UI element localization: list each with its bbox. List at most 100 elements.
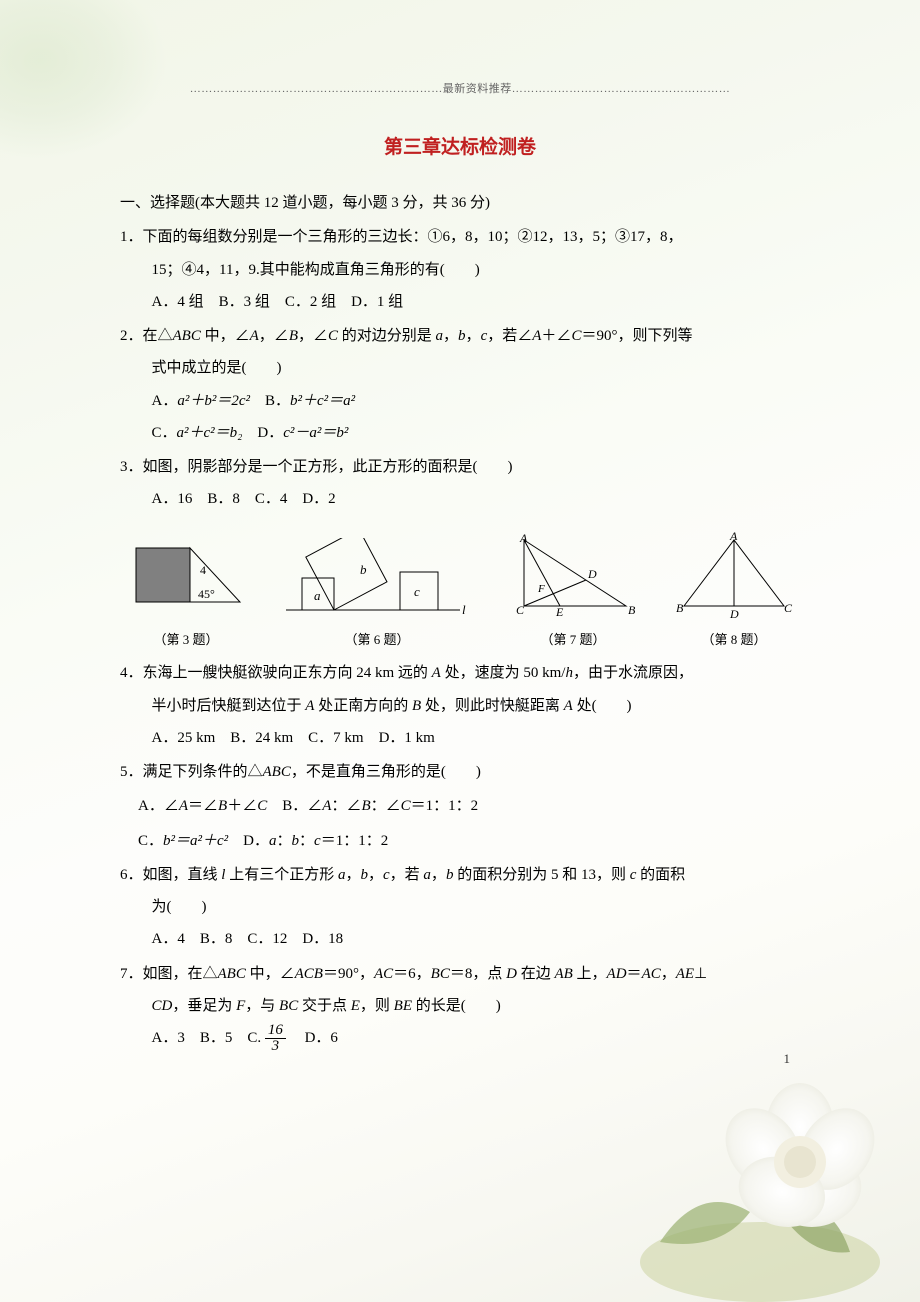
q2-t8: ，若∠	[487, 328, 532, 344]
figure-7: A B C D E F （第 7 题）	[508, 532, 638, 654]
q2-optB-pre: B．	[250, 393, 290, 409]
fig8-label-D: D	[729, 607, 739, 620]
q5A-3: ＋∠	[227, 798, 257, 814]
q2-optC-eq: a²＋c²＝b₂	[177, 425, 243, 441]
fig6-label-b: b	[360, 562, 367, 577]
fig8-label-A: A	[729, 532, 738, 543]
question-7-options: A．3 B．5 C. 16 3 D．6	[120, 1022, 800, 1055]
q6-t8: 的面积	[636, 867, 685, 883]
q5A-B: B	[218, 798, 227, 814]
q4-t1: 4．东海上一艘快艇欲驶向正东方向 24 km 远的	[120, 665, 432, 681]
q5B-3: ：∠	[371, 798, 401, 814]
q2-optA-eq: a²＋b²＝2c²	[177, 393, 250, 409]
question-2-options-row2: C．a²＋c²＝b₂ D．c²－a²＝b²	[120, 417, 800, 449]
q7-t4: ＝6，	[393, 966, 431, 982]
q4-A3: A	[564, 698, 573, 714]
q7-t15: 的长是( )	[412, 998, 501, 1014]
fig7-label-C: C	[516, 603, 525, 617]
q5B-2: ：∠	[331, 798, 361, 814]
q2-pre1: 2．在△	[120, 328, 173, 344]
q7-t10: ⊥	[694, 966, 707, 982]
q5D-c: c	[314, 833, 321, 849]
q7-t5: ＝8，点	[450, 966, 506, 982]
q2-t10: ＝90°，则下列等	[581, 328, 692, 344]
q4-t3: ，由于水流原因，	[573, 665, 693, 681]
fig7-label-B: B	[628, 603, 636, 617]
q5-t2: ，不是直角三角形的是( )	[291, 764, 481, 780]
page-content: …………………………………………………………最新资料推荐…………………………………	[0, 0, 920, 1095]
var-C: C	[328, 328, 338, 344]
figure-3: 4 45° （第 3 题）	[126, 538, 246, 654]
q7-BC: BC	[431, 966, 450, 982]
fig3-angle-45: 45°	[198, 587, 215, 601]
var-C2: C	[571, 328, 581, 344]
q5A-A: A	[179, 798, 188, 814]
fig8-label-C: C	[784, 601, 793, 615]
question-5-line1: 5．满足下列条件的△ABC，不是直角三角形的是( )	[120, 756, 800, 788]
q7-ACB: ACB	[295, 966, 323, 982]
q7-t7: 上，	[573, 966, 607, 982]
q7-F: F	[236, 998, 245, 1014]
q7-t3: ＝90°，	[323, 966, 374, 982]
fig3-side-4: 4	[200, 563, 206, 577]
q5B-1: B．∠	[267, 798, 322, 814]
q4-t7: 处( )	[573, 698, 632, 714]
question-5-options-row2: C．b²＝a²＋c² D．a：b：c＝1：1：2	[120, 825, 800, 857]
q4-A: A	[432, 665, 441, 681]
q7-CD: CD	[152, 998, 173, 1014]
figure-row: 4 45° （第 3 题） a b c l （第 6 题）	[120, 532, 800, 654]
q7-AC: AC	[374, 966, 393, 982]
question-2-options-row1: A．a²＋b²＝2c² B．b²＋c²＝a²	[120, 385, 800, 417]
fig6-label-c: c	[414, 584, 420, 599]
q7-frac-den: 3	[265, 1038, 286, 1055]
q5C-eq: b²＝a²＋c²	[163, 833, 228, 849]
q7-t8: ＝	[627, 966, 642, 982]
figure-6: a b c l （第 6 题）	[282, 538, 472, 654]
q7-D: D	[506, 966, 517, 982]
q7-BE: BE	[394, 998, 412, 1014]
q7-AB: AB	[554, 966, 572, 982]
q2-t9: ＋∠	[541, 328, 571, 344]
var-a: a	[436, 328, 444, 344]
q7-t13: 交于点	[298, 998, 351, 1014]
var-ABC: ABC	[173, 328, 201, 344]
q7-t6: 在边	[517, 966, 555, 982]
figure-7-svg: A B C D E F	[508, 532, 638, 620]
var-b: b	[458, 328, 466, 344]
q6-t6: ，	[431, 867, 446, 883]
question-4-line2: 半小时后快艇到达位于 A 处正南方向的 B 处，则此时快艇距离 A 处( )	[120, 690, 800, 722]
q6-a2: a	[423, 867, 431, 883]
q7-t1: 7．如图，在△	[120, 966, 218, 982]
q5B-C: C	[401, 798, 411, 814]
q6-t3: ，	[345, 867, 360, 883]
q6-t7: 的面积分别为 5 和 13，则	[453, 867, 629, 883]
q5D-2: ：	[277, 833, 292, 849]
q7-t11: ，垂足为	[172, 998, 236, 1014]
q2-t4: ，∠	[298, 328, 328, 344]
q4-t4: 半小时后快艇到达位于	[152, 698, 306, 714]
q7-AC2: AC	[642, 966, 661, 982]
section-1-heading: 一、选择题(本大题共 12 道小题，每小题 3 分，共 36 分)	[120, 187, 800, 219]
q2-optA-pre: A．	[152, 393, 178, 409]
q7-E: E	[351, 998, 360, 1014]
q7-frac-num: 16	[265, 1023, 286, 1039]
var-B: B	[289, 328, 298, 344]
figure-3-svg: 4 45°	[126, 538, 246, 620]
fig7-label-E: E	[555, 605, 564, 619]
q6-c: c	[383, 867, 390, 883]
q5A-2: ＝∠	[188, 798, 218, 814]
document-body: 一、选择题(本大题共 12 道小题，每小题 3 分，共 36 分) 1．下面的每…	[120, 187, 800, 1055]
fig6-label-a: a	[314, 588, 321, 603]
q2-optB-eq: b²＋c²＝a²	[290, 393, 355, 409]
fig7-label-F: F	[537, 583, 545, 595]
q7-optD: D．6	[290, 1030, 338, 1046]
var-A: A	[250, 328, 259, 344]
q2-t3: ，∠	[259, 328, 289, 344]
question-7-line1: 7．如图，在△ABC 中，∠ACB＝90°，AC＝6，BC＝8，点 D 在边 A…	[120, 958, 800, 990]
fig6-label-l: l	[462, 602, 466, 617]
q2-t6: ，	[443, 328, 458, 344]
page-title: 第三章达标检测卷	[120, 132, 800, 159]
figure-3-caption: （第 3 题）	[126, 626, 246, 654]
q5B-B: B	[361, 798, 370, 814]
question-4-line1: 4．东海上一艘快艇欲驶向正东方向 24 km 远的 A 处，速度为 50 km/…	[120, 657, 800, 689]
